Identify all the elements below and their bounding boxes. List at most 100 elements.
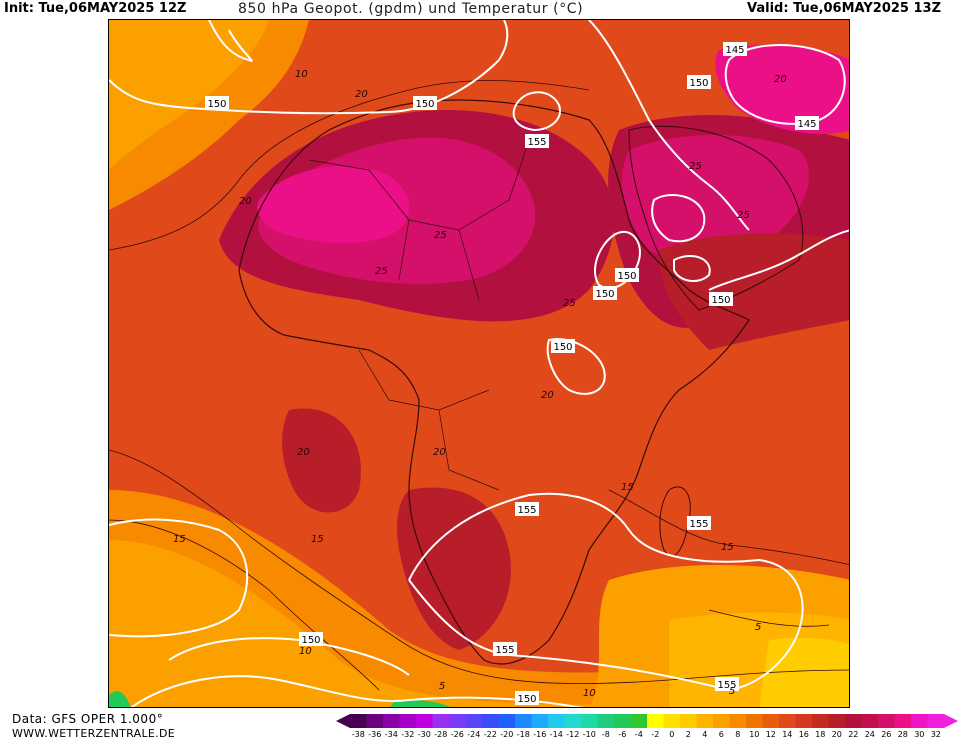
website-link[interactable]: WWW.WETTERZENTRALE.DE <box>12 727 175 740</box>
init-time-label: Init: Tue,06MAY2025 12Z <box>4 1 187 16</box>
temp-label-15-b: 15 <box>311 534 324 545</box>
temp-label-5-b: 5 <box>755 622 761 633</box>
color-scale-tick-label: 8 <box>735 730 741 739</box>
color-scale-swatch <box>548 714 565 728</box>
temp-fill-sahara-28 <box>257 166 410 244</box>
geopotential-150-kenya <box>546 338 606 395</box>
color-scale-tick-label: 10 <box>749 730 760 739</box>
geopotential-150-sw <box>109 518 249 638</box>
color-scale-swatch <box>531 714 549 728</box>
temp-label-25-c: 25 <box>689 161 702 172</box>
color-scale-tick-label: -24 <box>467 730 481 739</box>
temp-label-10-c: 10 <box>583 688 596 699</box>
color-scale-tick-label: -2 <box>651 730 660 739</box>
temp-label-25-d: 25 <box>737 210 750 221</box>
color-scale-tick-label: -20 <box>500 730 514 739</box>
temp-fill-nw-6 <box>109 20 269 170</box>
temp-label-10-b: 10 <box>299 646 312 657</box>
arabia-coastline <box>628 125 804 311</box>
geo-label-150-d: 150 <box>617 271 636 282</box>
color-scale-swatch <box>894 714 912 728</box>
color-scale-tick-label: -4 <box>634 730 643 739</box>
temp-fill-south-8 <box>109 540 849 707</box>
color-scale-swatch <box>812 714 829 728</box>
geo-label-150-e: 150 <box>595 289 614 300</box>
color-scale-tick-label: -36 <box>368 730 382 739</box>
color-scale-swatch <box>647 714 664 728</box>
temp-label-25-b: 25 <box>375 266 388 277</box>
geopotential-155-egypt <box>512 91 561 132</box>
country-borders <box>308 139 530 491</box>
geo-label-155-a: 155 <box>527 137 546 148</box>
color-scale-swatch <box>762 714 780 728</box>
color-scale-tick-label: 22 <box>848 730 859 739</box>
color-scale-swatch <box>449 714 466 728</box>
color-scale-swatch <box>581 714 598 728</box>
color-scale-tick-label: 2 <box>685 730 691 739</box>
color-scale-tick-label: 16 <box>798 730 809 739</box>
color-scale-swatch <box>482 714 499 728</box>
data-source-label: Data: GFS OPER 1.000° <box>12 712 164 726</box>
chart-title: 850 hPa Geopot. (gpdm) und Temperatur (°… <box>238 1 584 17</box>
color-scale-swatch <box>828 714 846 728</box>
geo-label-150-i: 150 <box>517 694 536 705</box>
geopotential-145-iran <box>724 44 846 125</box>
geopotential-150-east <box>708 229 849 291</box>
geopotential-150-mideast <box>588 20 750 231</box>
geo-label-box <box>493 642 517 656</box>
geo-label-150-c: 150 <box>689 78 708 89</box>
geo-label-155-d: 155 <box>495 645 514 656</box>
temp-label-20-e: 20 <box>541 390 554 401</box>
geopotential-150-arabia <box>651 194 706 243</box>
geo-label-box <box>515 502 539 516</box>
color-scale-swatch <box>861 714 879 728</box>
color-scale-swatch <box>729 714 747 728</box>
geo-label-box <box>205 96 229 110</box>
isotherm-20 <box>109 80 590 251</box>
color-scale-swatch <box>663 714 681 728</box>
geopotential-155-south <box>408 492 804 691</box>
color-scale-labels: -38 -36 -34 -32 -30 -28 -26 -24 -22 -20 -18 -16 -14-… <box>333 730 959 741</box>
weather-map[interactable]: 150 150 155 145 150 145 150 150 150 150 … <box>108 19 850 708</box>
africa-coastline <box>238 99 750 665</box>
color-scale-tick-label: 12 <box>765 730 776 739</box>
color-scale-tick-label: 32 <box>930 730 941 739</box>
color-scale-tick-label: -18 <box>516 730 530 739</box>
geo-label-145-b: 145 <box>797 119 816 130</box>
geopotential-150-north <box>109 20 509 115</box>
temp-fill-green-sw <box>109 691 131 707</box>
temp-label-5-c: 5 <box>729 686 735 697</box>
color-scale-swatch <box>383 714 400 728</box>
color-scale-swatch <box>350 714 367 728</box>
color-scale-tick-label: -14 <box>549 730 563 739</box>
color-scale-swatch <box>795 714 813 728</box>
geopotential-150-ethiopia <box>594 230 641 290</box>
color-scale-tick-label: 14 <box>782 730 793 739</box>
geo-label-box <box>413 96 437 110</box>
color-scale-tick-label: -22 <box>483 730 497 739</box>
color-scale-swatch <box>746 714 763 728</box>
temp-label-10: 10 <box>295 69 308 80</box>
temp-label-25-e: 25 <box>563 298 576 309</box>
color-scale-swatch <box>630 714 648 728</box>
color-scale-tick-label: 6 <box>718 730 724 739</box>
geopotential-150-nw-loop <box>208 20 253 62</box>
geo-label-150-h: 150 <box>301 635 320 646</box>
geo-label-box <box>709 292 733 306</box>
color-scale-tick-label: -38 <box>351 730 365 739</box>
color-scale-tick-label: -34 <box>384 730 398 739</box>
color-scale-swatch <box>515 714 532 728</box>
color-scale-tick-label: 24 <box>864 730 875 739</box>
temp-label-20-c: 20 <box>297 447 310 458</box>
geopotential-150-somalia <box>673 255 711 282</box>
color-scale-swatch <box>680 714 697 728</box>
weather-map-svg: 150 150 155 145 150 145 150 150 150 150 … <box>109 20 849 707</box>
geo-label-150-f: 150 <box>711 295 730 306</box>
temp-label-15-a: 15 <box>173 534 186 545</box>
isotherm-15-sw <box>109 519 380 691</box>
temp-label-5-a: 5 <box>439 681 445 692</box>
color-scale-tick-label: 30 <box>914 730 925 739</box>
temp-label-25-a: 25 <box>434 230 447 241</box>
color-scale-swatch <box>432 714 450 728</box>
temp-fill-arabia-26 <box>621 135 809 261</box>
